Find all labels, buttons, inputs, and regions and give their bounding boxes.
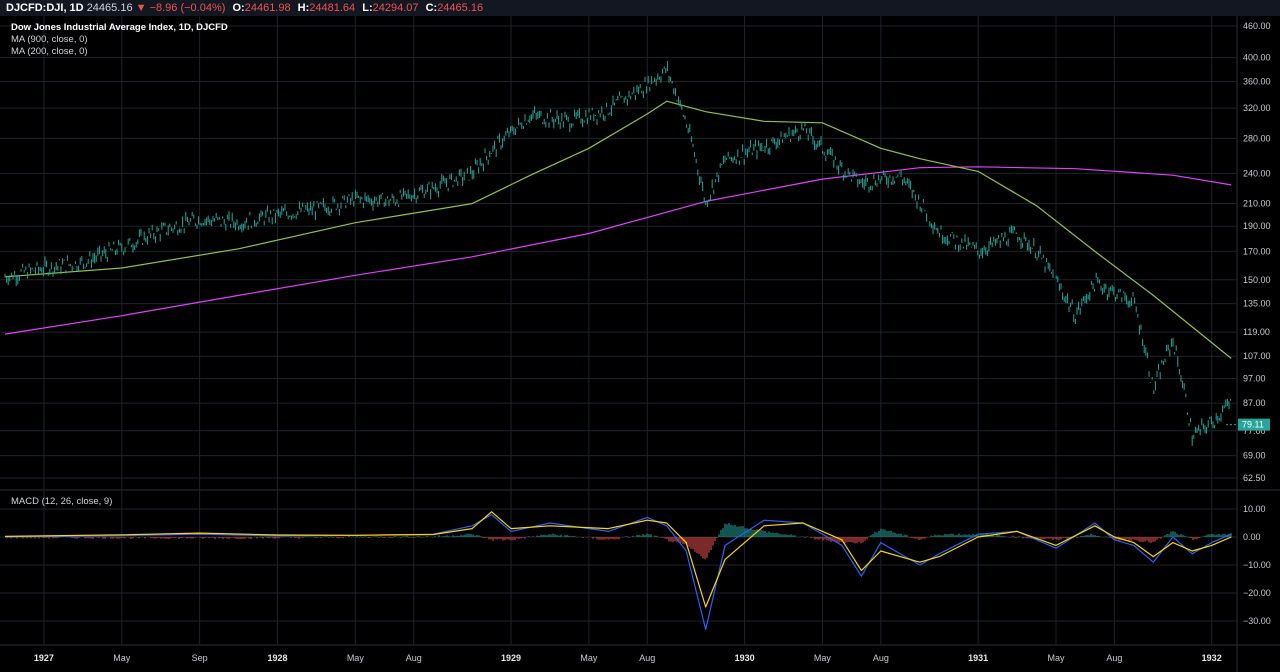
macd-legend[interactable]: MACD (12, 26, close, 9) (11, 496, 113, 507)
macd-line (4, 513, 1232, 631)
signal-line (4, 511, 1232, 608)
x-tick-label: Aug (639, 653, 655, 663)
open-value: 24461.98 (244, 2, 291, 14)
macd-y-tick-label: −10.00 (1243, 560, 1271, 570)
ma200-line (4, 100, 1232, 359)
y-tick-label: 97.00 (1243, 373, 1266, 383)
low-value: 24294.07 (372, 2, 419, 14)
last-price-badge (1238, 418, 1270, 431)
macd-y-tick-label: 10.00 (1243, 504, 1266, 514)
y-tick-label: 150.00 (1243, 275, 1271, 285)
y-tick-label: 77.00 (1243, 426, 1266, 436)
x-tick-label: May (347, 653, 365, 663)
close-label: C: (425, 2, 438, 14)
x-tick-label: May (580, 653, 598, 663)
legend-ma900[interactable]: MA (900, close, 0) (11, 34, 88, 45)
x-tick-label: 1928 (267, 653, 287, 663)
y-tick-label: 119.00 (1243, 327, 1270, 337)
x-tick-label: Sep (192, 653, 208, 663)
y-tick-label: 240.00 (1243, 168, 1271, 178)
x-tick-label: May (1047, 653, 1065, 663)
x-tick-label: 1931 (968, 653, 988, 663)
price-change: ▼ −8.96 (−0.04%) (135, 2, 226, 14)
x-tick-label: 1930 (735, 653, 755, 663)
x-tick-label: Aug (873, 653, 889, 663)
y-tick-label: 135.00 (1243, 299, 1271, 309)
macd-histogram-negative (6, 537, 1202, 560)
high-label: H: (297, 2, 310, 14)
open-label: O: (232, 2, 245, 14)
symbol-label[interactable]: DJCFD:DJI, 1D (6, 2, 84, 14)
ma900-line (4, 166, 1232, 335)
y-tick-label: 280.00 (1243, 133, 1271, 143)
macd-y-tick-label: −20.00 (1243, 588, 1271, 598)
x-tick-label: Aug (1106, 653, 1122, 663)
x-tick-label: 1927 (34, 653, 54, 663)
y-tick-label: 170.00 (1243, 246, 1271, 256)
x-tick-label: May (814, 653, 832, 663)
y-tick-label: 69.00 (1243, 451, 1266, 461)
last-price-label: 79.11 (1242, 420, 1264, 430)
y-tick-label: 360.00 (1243, 77, 1271, 87)
x-tick-label: 1932 (1202, 653, 1222, 663)
chart-title[interactable]: Dow Jones Industrial Average Index, 1D, … (11, 22, 228, 33)
y-tick-label: 107.00 (1243, 351, 1271, 361)
close-value: 24465.16 (437, 2, 484, 14)
y-tick-label: 320.00 (1243, 103, 1271, 113)
x-tick-label: 1929 (501, 653, 521, 663)
y-tick-label: 460.00 (1243, 21, 1271, 31)
y-tick-label: 62.50 (1243, 473, 1266, 483)
last-price: 24465.16 (86, 2, 133, 14)
symbol-info-bar: DJCFD:DJI, 1D 24465.16 ▼ −8.96 (−0.04%) … (0, 0, 1280, 16)
y-tick-label: 87.00 (1243, 398, 1266, 408)
main-legend: Dow Jones Industrial Average Index, 1D, … (11, 22, 228, 58)
x-tick-label: Aug (406, 653, 422, 663)
price-series (4, 61, 1232, 446)
y-tick-label: 190.00 (1243, 221, 1271, 231)
macd-y-tick-label: −30.00 (1243, 616, 1271, 626)
legend-ma200[interactable]: MA (200, close, 0) (11, 46, 88, 57)
low-label: L: (362, 2, 373, 14)
high-value: 24481.64 (309, 2, 356, 14)
x-tick-label: May (113, 653, 131, 663)
y-tick-label: 210.00 (1243, 199, 1271, 209)
y-tick-label: 400.00 (1243, 53, 1271, 63)
macd-y-tick-label: 0.00 (1243, 532, 1261, 542)
